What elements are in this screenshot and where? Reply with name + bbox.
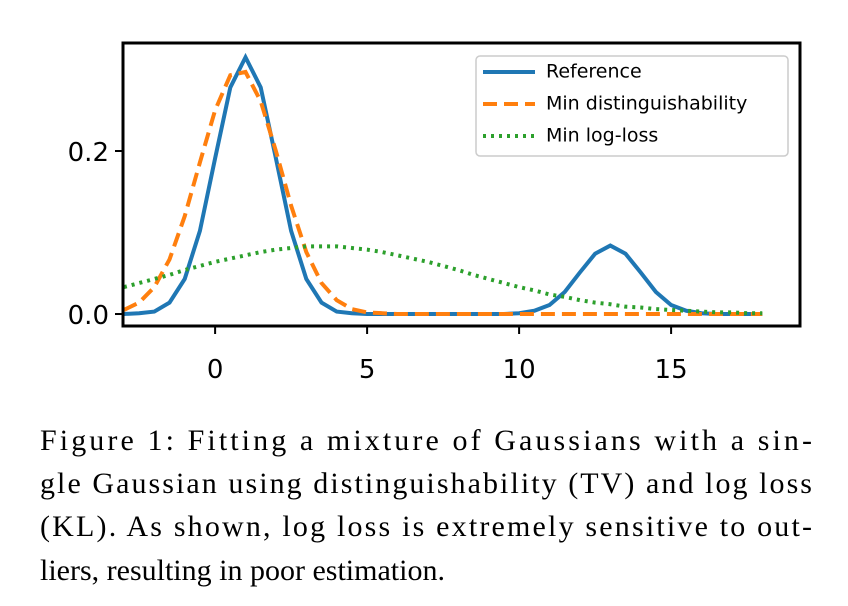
legend-label: Reference bbox=[546, 61, 642, 83]
x-tick-label: 15 bbox=[655, 355, 688, 385]
legend-label: Min log-loss bbox=[546, 125, 658, 147]
caption-line: (KL). As shown, log loss is extremely se… bbox=[40, 510, 812, 543]
x-tick-label: 0 bbox=[207, 355, 224, 385]
series-line bbox=[123, 69, 763, 317]
caption-line: liers, resulting in poor estimation. bbox=[40, 554, 445, 587]
caption-line: gle Gaussian using distinguishability (T… bbox=[40, 467, 812, 500]
x-tick-label: 5 bbox=[359, 355, 376, 385]
legend-box bbox=[475, 55, 789, 157]
x-tick-label: 10 bbox=[503, 355, 536, 385]
y-tick-label: 0.0 bbox=[68, 301, 109, 331]
y-tick-label: 0.2 bbox=[68, 138, 109, 168]
legend-label: Min distinguishability bbox=[546, 93, 747, 115]
caption-line: Figure 1: Fitting a mixture of Gaussians… bbox=[40, 424, 812, 457]
plot-frame bbox=[121, 41, 802, 328]
